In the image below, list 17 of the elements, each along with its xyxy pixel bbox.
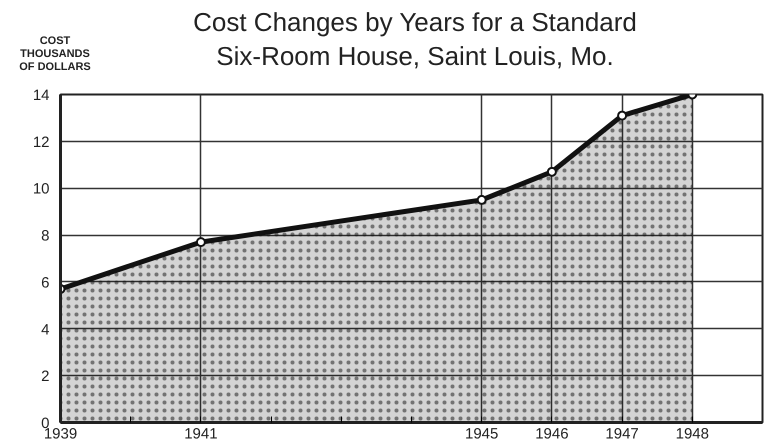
y-tick-label: 10	[32, 180, 50, 198]
y-tick-label: 2	[41, 368, 50, 386]
x-tick-label: 1948	[676, 426, 709, 442]
x-tick-label: 1947	[605, 426, 639, 442]
x-tick-label: 1945	[465, 426, 498, 442]
y-tick-label: 6	[41, 274, 50, 292]
y-tick-label: 4	[41, 321, 50, 338]
point	[617, 110, 628, 121]
x-tick-label: 1946	[535, 426, 569, 442]
x-tick-label: 1941	[184, 426, 218, 442]
y-tick-label: 12	[32, 134, 50, 151]
point	[476, 194, 487, 205]
y-tick-label: 14	[32, 87, 50, 104]
point	[546, 166, 557, 177]
chart-title: Cost Changes by Years for a Standard Six-Room House, Saint Louis, Mo.	[193, 6, 637, 73]
y-tick-label: 8	[41, 228, 50, 245]
y-axis-title: COST THOUSANDS OF DOLLARS	[19, 35, 91, 74]
